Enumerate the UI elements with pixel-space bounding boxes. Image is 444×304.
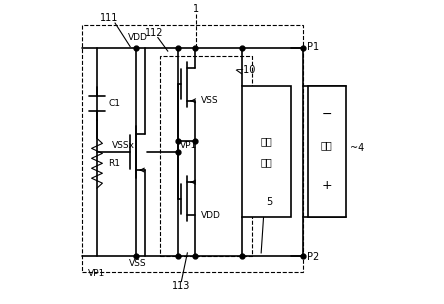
Text: ~4: ~4 <box>350 143 365 153</box>
Text: 112: 112 <box>145 28 163 38</box>
Text: VSS: VSS <box>201 96 218 105</box>
Text: 5: 5 <box>266 197 273 207</box>
Text: −10: −10 <box>237 65 257 75</box>
Text: +: + <box>321 179 332 192</box>
Text: −: − <box>321 108 332 121</box>
Text: P2: P2 <box>307 252 319 262</box>
Text: 电路: 电路 <box>261 157 272 167</box>
Text: VSS: VSS <box>129 259 147 268</box>
Text: P1: P1 <box>307 42 319 52</box>
Text: 电池: 电池 <box>321 140 333 150</box>
Text: 内部: 内部 <box>261 136 272 146</box>
Text: VP1: VP1 <box>180 141 197 150</box>
Text: C1: C1 <box>108 99 120 108</box>
Text: VDD: VDD <box>201 211 221 220</box>
Text: R1: R1 <box>108 159 120 168</box>
Text: 111: 111 <box>100 13 118 23</box>
Text: 113: 113 <box>172 281 190 291</box>
Text: VSSx: VSSx <box>111 141 135 150</box>
Bar <box>308 86 345 217</box>
Text: VDD: VDD <box>128 33 147 42</box>
Bar <box>82 26 303 272</box>
Text: VP1: VP1 <box>88 269 106 278</box>
Text: 1: 1 <box>193 4 199 14</box>
Bar <box>242 86 291 217</box>
Bar <box>160 56 252 256</box>
